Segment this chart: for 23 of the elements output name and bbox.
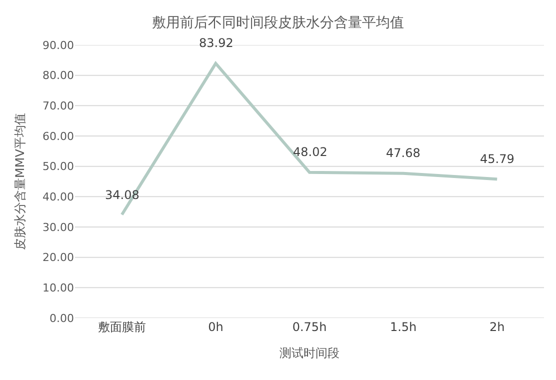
y-tick-label: 60.00	[42, 130, 74, 143]
data-label: 83.92	[199, 36, 234, 50]
y-tick-label: 10.00	[42, 282, 74, 295]
y-tick-label: 0.00	[50, 312, 74, 325]
y-tick-label: 80.00	[42, 69, 74, 82]
x-tick-label: 1.5h	[390, 320, 417, 334]
y-tick-label: 70.00	[42, 100, 74, 113]
x-tick-label: 敷面膜前	[98, 320, 146, 334]
data-label: 45.79	[480, 152, 514, 166]
y-tick-label: 20.00	[42, 251, 74, 264]
x-tick-label: 0.75h	[292, 320, 327, 334]
data-label: 47.68	[386, 146, 420, 160]
y-tick-label: 30.00	[42, 220, 74, 234]
y-tick-label: 90.00	[42, 38, 74, 52]
x-tick-label: 0h	[208, 320, 224, 334]
chart-title: 敷用前后不同时间段皮肤水分含量平均值	[152, 14, 404, 31]
x-tick-label: 2h	[489, 320, 505, 334]
y-tick-label: 50.00	[42, 160, 74, 174]
y-tick-label: 40.00	[42, 190, 74, 204]
x-axis-title: 测试时间段	[280, 346, 340, 360]
data-label: 48.02	[293, 145, 328, 159]
data-label: 34.08	[105, 188, 140, 202]
y-axis-title: 皮肤水分含量MMV平均值	[12, 113, 27, 250]
